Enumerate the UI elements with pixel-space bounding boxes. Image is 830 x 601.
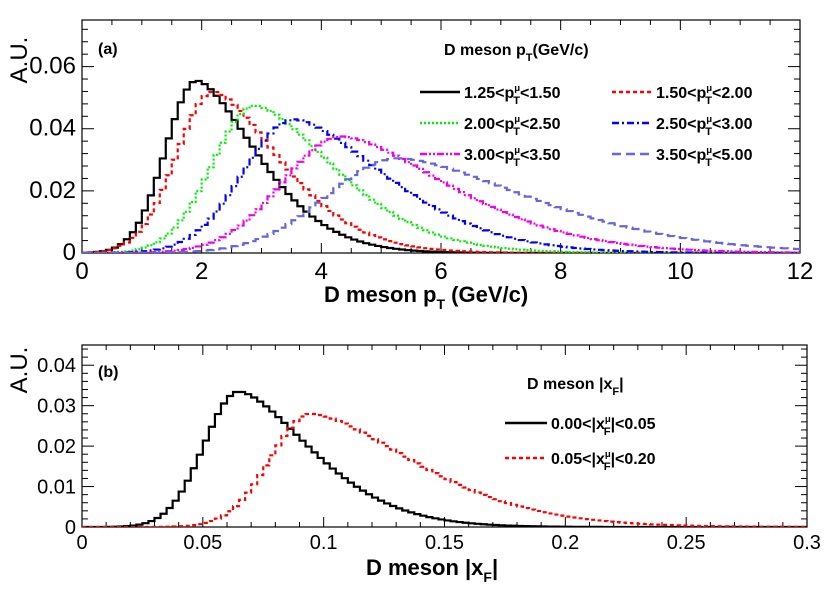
panel-b-label: (b) xyxy=(98,364,118,381)
panel-b-frame xyxy=(82,345,807,527)
legend-label-a-6: 3.50<pμ T<5.00 xyxy=(656,145,753,169)
x-tick-label: 0 xyxy=(76,532,87,554)
panel-a: 0 2 4 6 8 10 12 0 0.02 0.04 0.06 (a) A.U. D meson … xyxy=(6,20,813,312)
panel-a-legend-title-main: D meson p xyxy=(444,42,526,59)
panel-a-frame xyxy=(82,20,800,253)
x-tick-label: 0 xyxy=(75,258,88,285)
y-tick-label: 0.04 xyxy=(29,115,76,142)
legend-label-b-1: 0.00<|xμ F|<0.05 xyxy=(551,414,656,438)
panel-b-legend-title-main: D meson |x xyxy=(527,376,612,393)
panel-a-label: (a) xyxy=(98,41,118,58)
y-tick-label: 0.04 xyxy=(37,355,76,377)
x-tick-label: 0.3 xyxy=(793,532,821,554)
panel-a-series xyxy=(82,81,800,253)
legend-label-a-2: 1.50<pμ T<2.00 xyxy=(656,83,753,107)
panel-b-x-axis-label-main: D meson |x xyxy=(366,555,484,580)
x-tick-label: 6 xyxy=(434,258,447,285)
x-tick-label: 12 xyxy=(787,258,814,285)
x-tick-label: 2 xyxy=(195,258,208,285)
x-tick-label: 10 xyxy=(667,258,694,285)
x-tick-label: 8 xyxy=(554,258,567,285)
panel-b-legend-title: D meson |xF| xyxy=(527,376,624,398)
panel-a-x-axis-label-suffix: (GeV/c) xyxy=(445,282,528,307)
figure: 0 2 4 6 8 10 12 0 0.02 0.04 0.06 (a) A.U. D meson … xyxy=(0,0,830,596)
x-tick-label: 0.1 xyxy=(310,532,338,554)
legend-label-a-4: 2.50<pμ T<3.00 xyxy=(656,114,753,138)
series-a-4 xyxy=(82,119,800,253)
y-tick-label: 0.06 xyxy=(29,53,76,80)
panel-a-legend: 1.25<pμ T<1.50 1.50<pμ T<2.00 2.00<pμ T<2.50 2… xyxy=(420,83,753,169)
x-tick-label: 0.25 xyxy=(667,532,706,554)
legend-label-a-1: 1.25<pμ T<1.50 xyxy=(464,83,561,107)
panel-b: 0 0.05 0.1 0.15 0.2 0.25 0.300.010.020.030.04 … xyxy=(6,345,821,585)
legend-label-b-2: 0.05<|xμ F|<0.20 xyxy=(551,449,656,473)
x-tick-label: 0.2 xyxy=(551,532,579,554)
panel-b-legend: 0.00<|xμ F|<0.05 0.05<|xμ F|<0.20 xyxy=(505,414,656,473)
panel-a-legend-title-suffix: (GeV/c) xyxy=(533,42,589,59)
panel-a-legend-title: D meson pT(GeV/c) xyxy=(444,42,589,64)
y-tick-label: 0 xyxy=(63,239,76,266)
y-tick-label: 0.02 xyxy=(37,436,76,458)
panel-a-x-axis-label-main: D meson p xyxy=(324,282,436,307)
x-tick-label: 0.15 xyxy=(425,532,464,554)
y-tick-label: 0.03 xyxy=(37,396,76,418)
x-tick-label: 0.05 xyxy=(183,532,222,554)
panel-b-x-axis-label: D meson |xF| xyxy=(366,555,498,585)
legend-label-a-3: 2.00<pμ T<2.50 xyxy=(464,114,561,138)
panel-a-x-axis-label: D meson pT (GeV/c) xyxy=(324,282,528,312)
panel-a-y-axis-label: A.U. xyxy=(6,37,33,84)
panel-b-ticks: 0 0.05 0.1 0.15 0.2 0.25 0.3 0 0.01 0.02 0.03 0.04 xyxy=(37,345,821,554)
x-tick-label: 4 xyxy=(315,258,328,285)
y-tick-label: 0.02 xyxy=(29,177,76,204)
panel-b-y-axis-label: A.U. xyxy=(6,347,33,394)
panel-b-legend-title-suffix: | xyxy=(619,376,623,393)
panel-b-x-axis-label-suffix: | xyxy=(492,555,498,580)
legend-label-a-5: 3.00<pμ T<3.50 xyxy=(464,145,561,169)
series-b-1 xyxy=(82,392,807,527)
y-tick-label: 0.01 xyxy=(37,477,76,499)
panel-b-series xyxy=(82,392,807,527)
y-tick-label: 0 xyxy=(65,517,76,539)
